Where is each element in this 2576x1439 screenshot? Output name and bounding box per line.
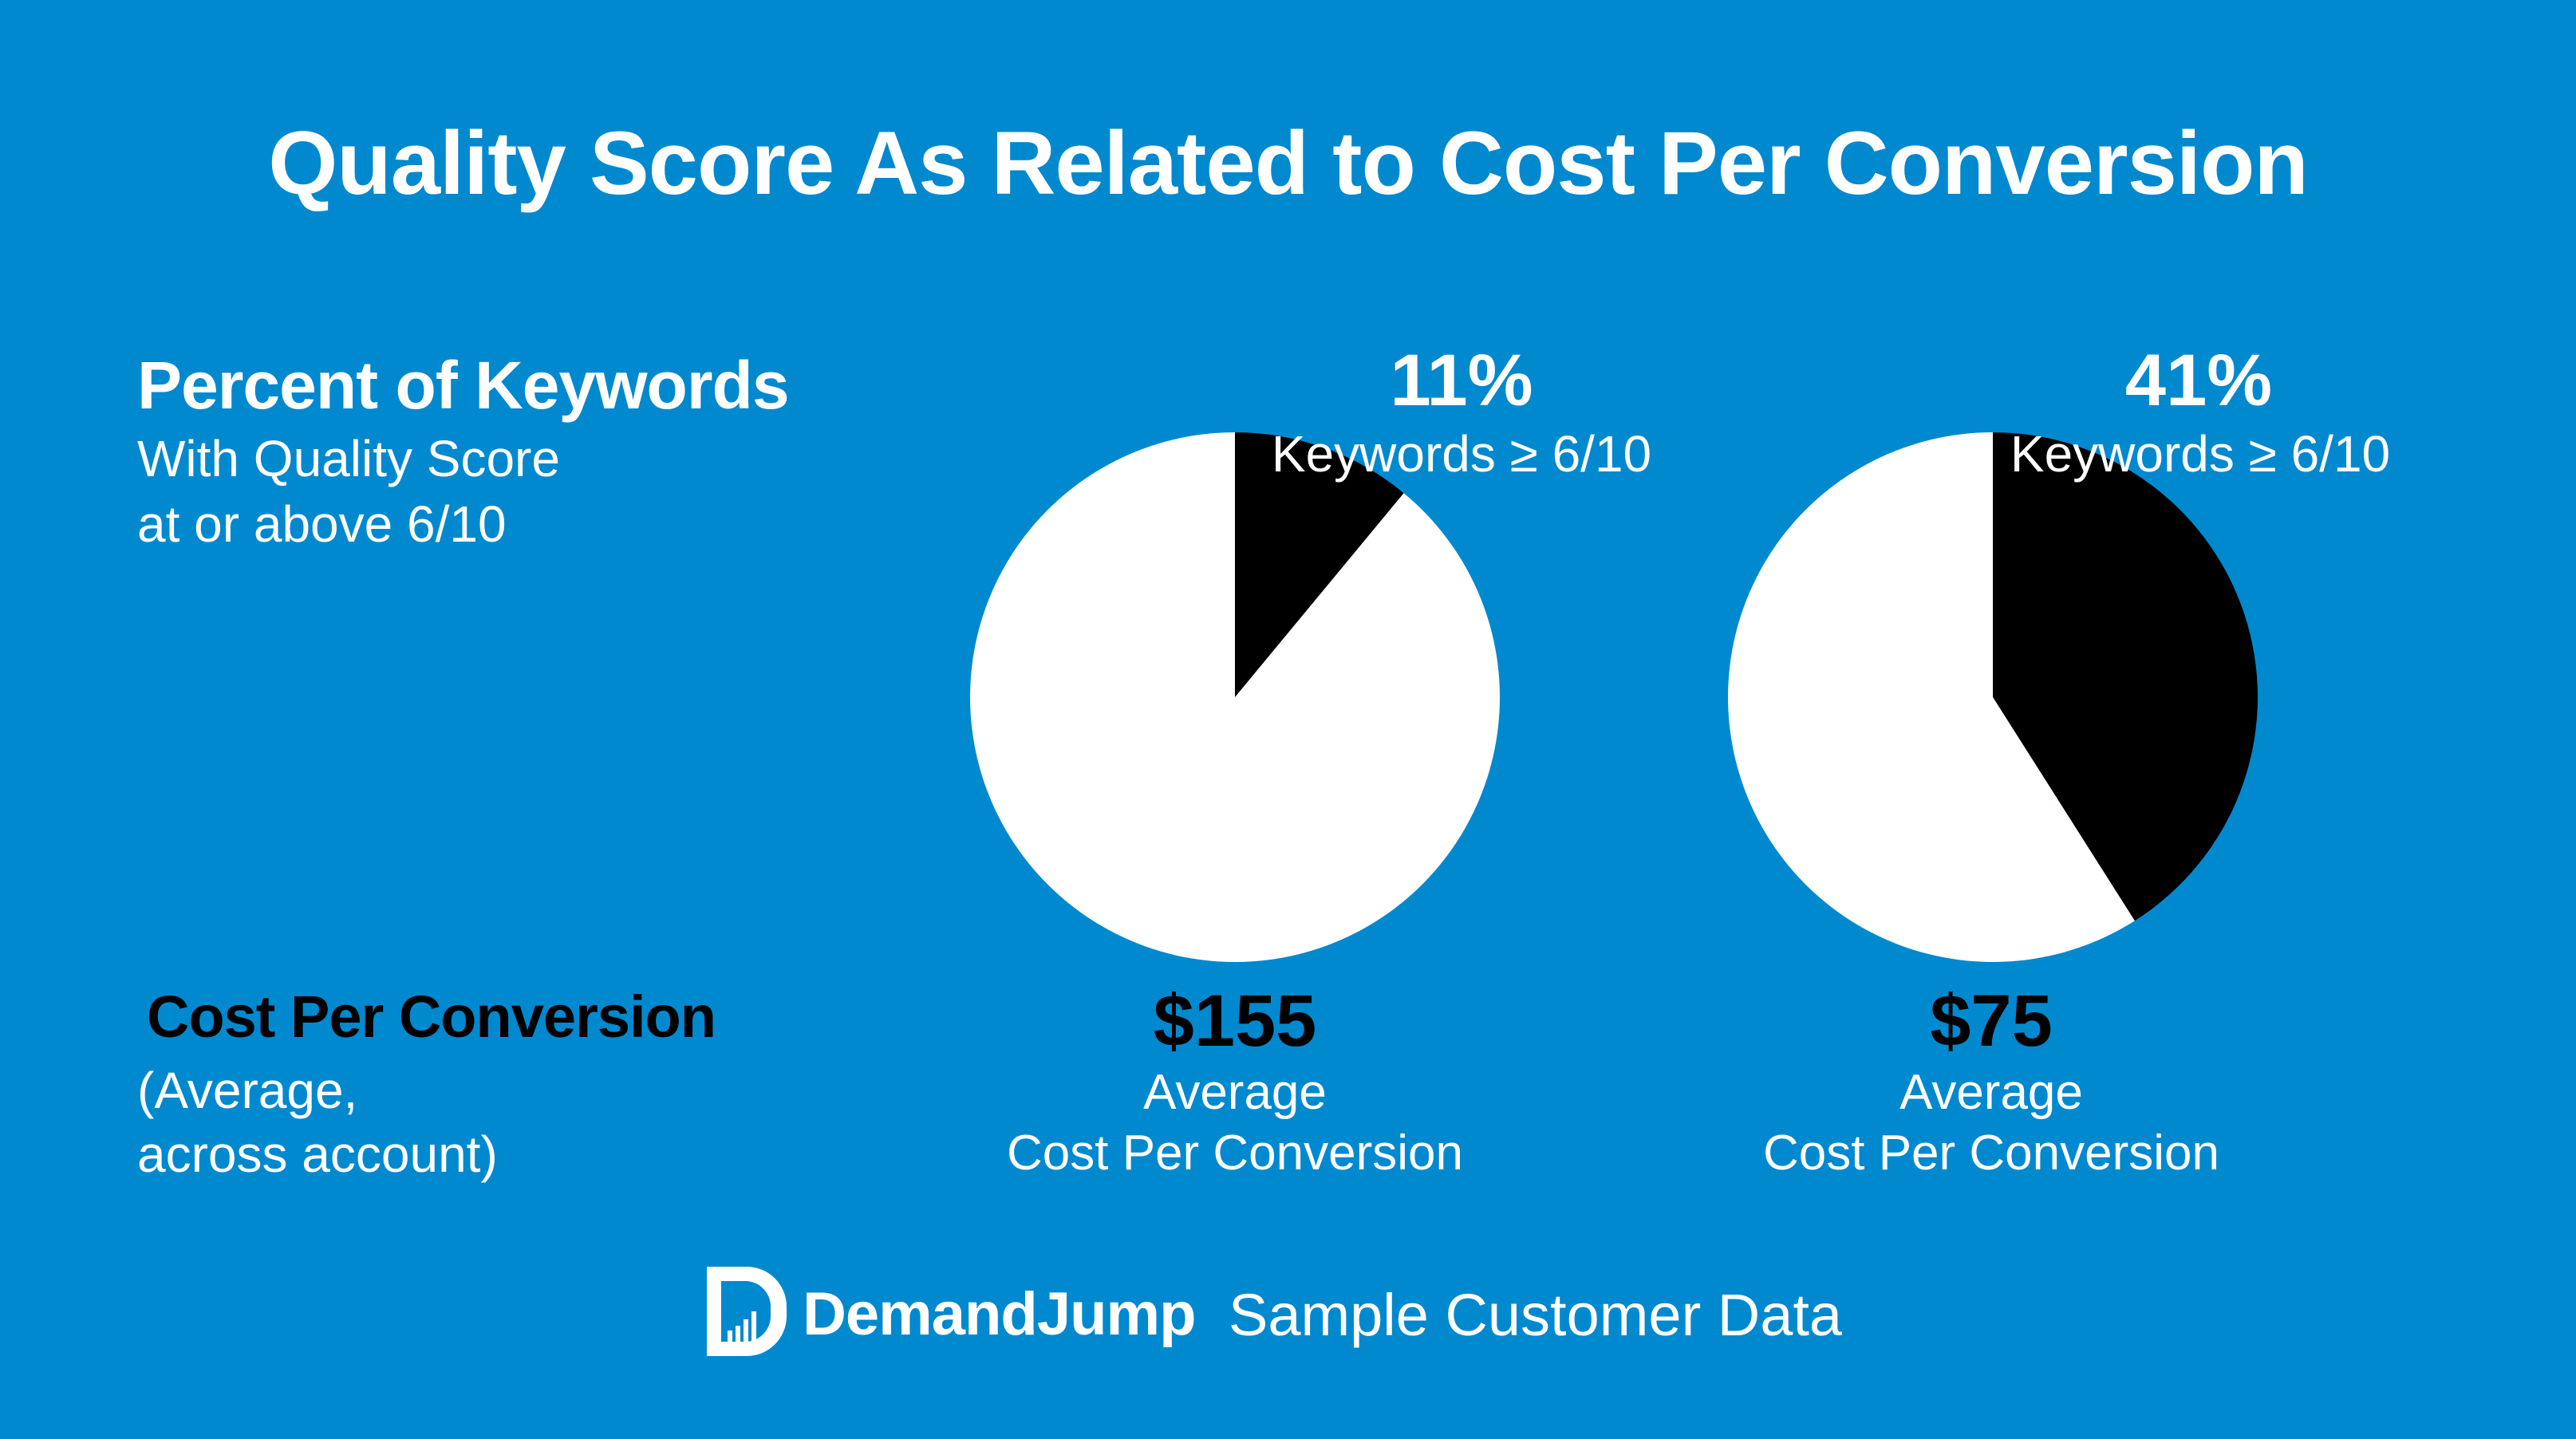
pie-2-caption: Keywords ≥ 6/10 [2010, 425, 2391, 483]
pie-1-slice-1 [1235, 432, 1404, 697]
cost-heading: Cost Per Conversion [147, 984, 716, 1050]
pie-2-cost-value: $75 [1930, 980, 2053, 1062]
demandjump-logo-icon [707, 1267, 787, 1356]
footer-tagline: Sample Customer Data [1229, 1282, 1843, 1348]
keywords-subtitle-line1: With Quality Score [137, 430, 560, 487]
pie-1-cost-value: $155 [1153, 980, 1317, 1062]
pie-2-cost-caption-line2: Cost Per Conversion [1762, 1126, 2220, 1181]
pie-1-slice-2 [970, 432, 1500, 963]
cost-subtitle-line1: (Average, [137, 1062, 358, 1119]
pie-2-percent-label: 41% [2124, 340, 2273, 421]
footer-brand: DemandJump [803, 1280, 1197, 1348]
pie-2-cost-caption-line1: Average [1899, 1065, 2083, 1120]
pie-1-cost-caption-line1: Average [1143, 1065, 1327, 1120]
keywords-heading: Percent of Keywords [137, 348, 790, 423]
page-title: Quality Score As Related to Cost Per Con… [268, 113, 2309, 213]
pie-2-slice-2 [1727, 432, 2135, 962]
keywords-subtitle-line2: at or above 6/10 [137, 495, 507, 553]
pie-1-cost-caption-line2: Cost Per Conversion [1006, 1126, 1464, 1181]
cost-subtitle-line2: across account) [137, 1126, 498, 1183]
pie-chart-1 [970, 432, 1500, 963]
pie-chart-2 [1727, 432, 2258, 962]
pie-2-slice-1 [1993, 432, 2258, 921]
pie-1-percent-label: 11% [1390, 340, 1533, 421]
pie-1-caption: Keywords ≥ 6/10 [1271, 425, 1652, 483]
